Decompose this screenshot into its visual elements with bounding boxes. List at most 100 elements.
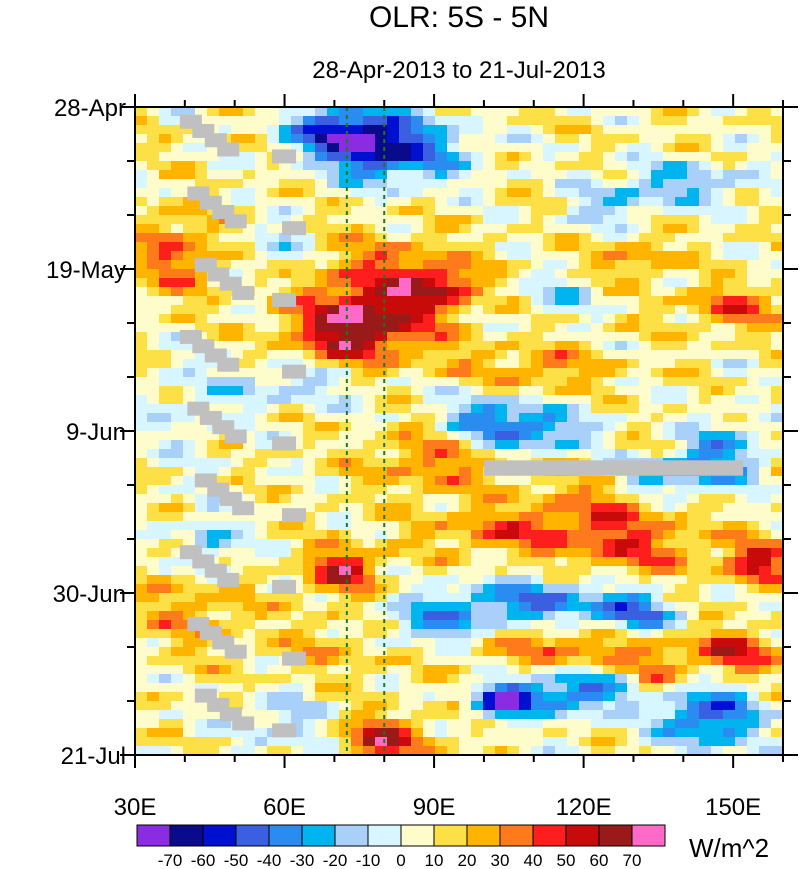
heatmap-cell [423, 737, 436, 747]
heatmap-cell [639, 143, 652, 153]
heatmap-cell [519, 548, 532, 558]
heatmap-cell [207, 710, 220, 720]
heatmap-cell [591, 404, 604, 414]
colorbar-label: -10 [356, 851, 381, 869]
heatmap-cell [351, 305, 364, 315]
heatmap-cell [255, 467, 268, 477]
heatmap-cell [279, 341, 292, 351]
heatmap-cell [507, 278, 520, 288]
heatmap-cell [411, 449, 424, 459]
heatmap-cell [387, 602, 400, 612]
heatmap-cell [579, 710, 592, 720]
heatmap-cell [291, 116, 304, 126]
heatmap-cell [411, 512, 424, 522]
heatmap-cell [543, 494, 556, 504]
heatmap-cell [423, 179, 436, 189]
heatmap-cell [747, 593, 760, 603]
heatmap-cell [627, 539, 640, 549]
heatmap-cell [267, 170, 280, 180]
heatmap-cell [459, 116, 472, 126]
heatmap-cell [363, 647, 376, 657]
heatmap-cell [531, 692, 544, 702]
heatmap-cell [639, 485, 652, 495]
heatmap-cell [279, 701, 292, 711]
heatmap-cell [147, 485, 160, 495]
x-tick-label: 90E [413, 794, 456, 821]
heatmap-cell [327, 674, 340, 684]
heatmap-cell [471, 134, 484, 144]
heatmap-cell [579, 737, 592, 747]
heatmap-cell [279, 566, 292, 576]
heatmap-cell [147, 170, 160, 180]
heatmap-cell [471, 251, 484, 261]
heatmap-cell [135, 566, 148, 576]
heatmap-cell [243, 539, 256, 549]
heatmap-cell [147, 179, 160, 189]
heatmap-cell [747, 359, 760, 369]
heatmap-cell [279, 161, 292, 171]
heatmap-cell [471, 269, 484, 279]
heatmap-cell [447, 494, 460, 504]
heatmap-cell [243, 251, 256, 261]
heatmap-cell [771, 674, 783, 684]
heatmap-cell [327, 368, 340, 378]
heatmap-cell [399, 566, 412, 576]
heatmap-cell [675, 404, 688, 414]
heatmap-cell [651, 287, 664, 297]
heatmap-cell [627, 179, 640, 189]
heatmap-cell [615, 116, 628, 126]
heatmap-cell [459, 584, 472, 594]
heatmap-cell [135, 728, 148, 738]
heatmap-cell [291, 161, 304, 171]
heatmap-cell [423, 341, 436, 351]
heatmap-cell [375, 548, 388, 558]
heatmap-cell [771, 251, 783, 261]
heatmap-cell [291, 134, 304, 144]
heatmap-cell [675, 422, 688, 432]
heatmap-cell [771, 530, 783, 540]
heatmap-cell [723, 557, 736, 567]
heatmap-cell [675, 332, 688, 342]
heatmap-cell [435, 395, 448, 405]
heatmap-cell [423, 251, 436, 261]
heatmap-cell [159, 683, 172, 693]
heatmap-cell [327, 377, 340, 387]
heatmap-cell [651, 692, 664, 702]
heatmap-cell [711, 215, 724, 225]
heatmap-cell [159, 107, 172, 117]
heatmap-cell [507, 719, 520, 729]
heatmap-cell [771, 386, 783, 396]
heatmap-cell [759, 287, 772, 297]
heatmap-cell [579, 323, 592, 333]
heatmap-cell [543, 296, 556, 306]
heatmap-cell [423, 746, 436, 755]
heatmap-cell [519, 314, 532, 324]
heatmap-cell [591, 512, 604, 522]
heatmap-cell [555, 260, 568, 270]
heatmap-cell [495, 728, 508, 738]
heatmap-cell [663, 746, 676, 755]
heatmap-cell [447, 206, 460, 216]
heatmap-cell [327, 494, 340, 504]
heatmap-cell [159, 701, 172, 711]
heatmap-cell [663, 602, 676, 612]
heatmap-cell [459, 710, 472, 720]
heatmap-cell [615, 539, 628, 549]
heatmap-cell [447, 575, 460, 585]
heatmap-cell [747, 494, 760, 504]
heatmap-cell [471, 611, 484, 621]
heatmap-cell [759, 494, 772, 504]
heatmap-cell [579, 575, 592, 585]
heatmap-cell [495, 269, 508, 279]
heatmap-cell [183, 602, 196, 612]
heatmap-cell [171, 107, 184, 117]
heatmap-cell [519, 566, 532, 576]
heatmap-cell [687, 179, 700, 189]
heatmap-cell [723, 665, 736, 675]
heatmap-cell [231, 593, 244, 603]
heatmap-cell [687, 332, 700, 342]
heatmap-cell [435, 521, 448, 531]
heatmap-cell [423, 260, 436, 270]
heatmap-cell [567, 242, 580, 252]
